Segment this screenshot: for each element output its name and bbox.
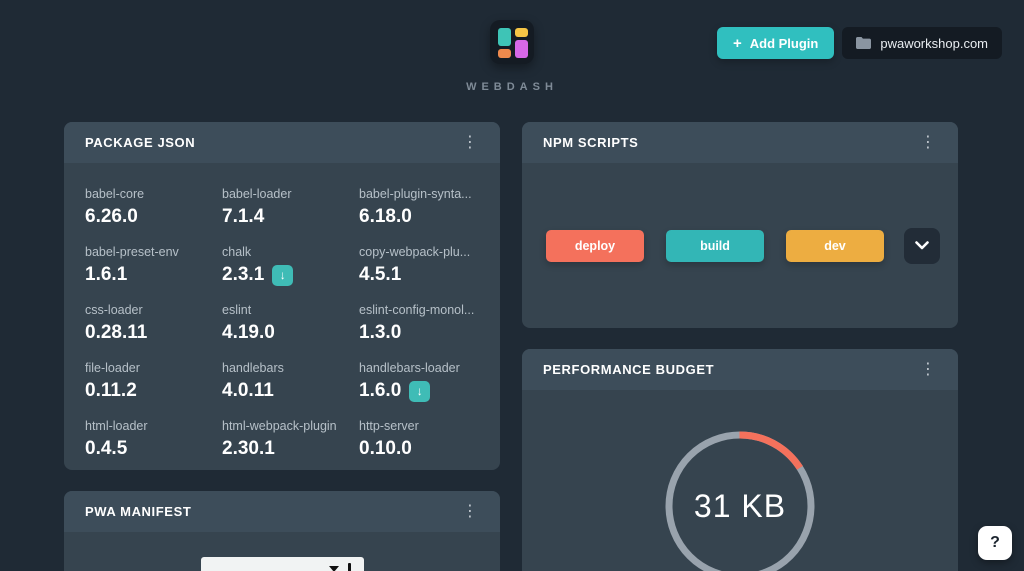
- package-version: 1.6.1: [85, 264, 128, 285]
- npm-script-button[interactable]: deploy: [546, 229, 644, 262]
- kebab-menu-icon[interactable]: ⋮: [462, 133, 478, 151]
- package-name: handlebars-loader: [359, 361, 460, 375]
- npm-scripts-header: NPM SCRIPTS ⋮: [522, 122, 958, 163]
- package-name: html-webpack-plugin: [222, 419, 337, 433]
- manifest-select-input[interactable]: [200, 557, 364, 571]
- performance-budget-card: PERFORMANCE BUDGET ⋮ 31 KB: [522, 349, 958, 571]
- site-domain-label: pwaworkshop.com: [880, 35, 988, 51]
- package-version: 6.26.0: [85, 206, 138, 227]
- gauge-arc: [665, 431, 815, 571]
- update-available-badge[interactable]: ↓: [409, 380, 431, 402]
- help-button[interactable]: ?: [978, 526, 1012, 560]
- package-version: 4.5.1: [359, 264, 402, 285]
- package-name: http-server: [359, 419, 419, 433]
- package-item: chalk 2.3.1 ↓: [222, 245, 349, 286]
- npm-scripts-card: NPM SCRIPTS ⋮ deploy build dev: [522, 122, 958, 328]
- budget-gauge: 31 KB: [660, 426, 820, 571]
- package-name: chalk: [222, 245, 252, 259]
- package-name: babel-plugin-synta...: [359, 187, 472, 201]
- package-item: babel-loader 7.1.4: [222, 187, 349, 228]
- budget-value: 31 KB: [693, 487, 787, 524]
- update-available-badge[interactable]: ↓: [272, 264, 294, 286]
- add-plugin-button[interactable]: + Add Plugin: [716, 27, 835, 59]
- package-item: babel-preset-env 1.6.1: [85, 245, 212, 286]
- package-version: 0.4.5: [85, 438, 128, 459]
- package-version: 4.19.0: [222, 322, 275, 343]
- package-name: babel-core: [85, 187, 145, 201]
- package-version: 1.6.0: [359, 380, 402, 401]
- plus-icon: +: [732, 34, 742, 52]
- card-title: NPM SCRIPTS: [543, 135, 639, 150]
- right-column: NPM SCRIPTS ⋮ deploy build dev PERFORMAN…: [522, 122, 958, 571]
- package-version: 0.10.0: [359, 438, 412, 459]
- header-actions: + Add Plugin pwaworkshop.com: [716, 27, 1002, 59]
- pwa-manifest-header: PWA MANIFEST ⋮: [64, 491, 500, 532]
- package-version: 4.0.11: [222, 380, 274, 401]
- add-plugin-label: Add Plugin: [749, 35, 819, 51]
- package-name: file-loader: [85, 361, 140, 375]
- package-item: eslint 4.19.0: [222, 303, 349, 344]
- kebab-menu-icon[interactable]: ⋮: [920, 360, 936, 378]
- package-name: css-loader: [85, 303, 143, 317]
- package-name: babel-loader: [222, 187, 292, 201]
- package-item: http-server 0.10.0: [359, 419, 486, 460]
- app-header: WEBDASH: [0, 20, 1024, 93]
- pwa-manifest-body: [64, 532, 500, 571]
- package-item: babel-core 6.26.0: [85, 187, 212, 228]
- folder-icon: [856, 37, 872, 49]
- package-item: html-loader 0.4.5: [85, 419, 212, 460]
- package-item: babel-plugin-synta... 6.18.0: [359, 187, 486, 228]
- package-item: file-loader 0.11.2: [85, 361, 212, 402]
- package-item: css-loader 0.28.11: [85, 303, 212, 344]
- pwa-manifest-card: PWA MANIFEST ⋮: [64, 491, 500, 571]
- site-domain-button[interactable]: pwaworkshop.com: [842, 27, 1002, 59]
- package-version: 7.1.4: [222, 206, 265, 227]
- npm-script-button[interactable]: build: [666, 229, 764, 262]
- package-item: eslint-config-monol... 1.3.0: [359, 303, 486, 344]
- chevron-down-icon: [915, 238, 929, 253]
- kebab-menu-icon[interactable]: ⋮: [920, 133, 936, 151]
- logo-teal-block: [498, 28, 511, 46]
- npm-script-button[interactable]: dev: [786, 229, 884, 262]
- package-name: handlebars: [222, 361, 284, 375]
- package-grid: babel-core 6.26.0 babel-loader 7.1.4 bab…: [64, 163, 500, 470]
- npm-scripts-body: deploy build dev: [522, 163, 958, 328]
- package-name: babel-preset-env: [85, 245, 179, 259]
- package-version: 2.30.1: [222, 438, 275, 459]
- package-item: handlebars 4.0.11: [222, 361, 349, 402]
- package-version: 6.18.0: [359, 206, 412, 227]
- logo-magenta-block: [515, 40, 528, 58]
- text-cursor: [348, 563, 351, 571]
- left-column: PACKAGE JSON ⋮ babel-core 6.26.0 babel-l…: [64, 122, 500, 571]
- package-name: eslint: [222, 303, 252, 317]
- card-title: PWA MANIFEST: [85, 504, 192, 519]
- package-name: html-loader: [85, 419, 148, 433]
- package-json-header: PACKAGE JSON ⋮: [64, 122, 500, 163]
- logo-yellow-block: [515, 28, 528, 37]
- package-name: copy-webpack-plu...: [359, 245, 471, 259]
- card-title: PERFORMANCE BUDGET: [543, 362, 715, 377]
- package-item: handlebars-loader 1.6.0 ↓: [359, 361, 486, 402]
- dropdown-arrow-icon: [329, 566, 339, 571]
- package-name: eslint-config-monol...: [359, 303, 475, 317]
- logo-orange-block: [498, 49, 511, 58]
- package-version: 0.28.11: [85, 322, 148, 343]
- package-json-card: PACKAGE JSON ⋮ babel-core 6.26.0 babel-l…: [64, 122, 500, 470]
- webdash-logo-icon: [490, 20, 534, 64]
- card-title: PACKAGE JSON: [85, 135, 196, 150]
- performance-budget-header: PERFORMANCE BUDGET ⋮: [522, 349, 958, 390]
- performance-budget-body: 31 KB: [522, 390, 958, 571]
- app-title: WEBDASH: [466, 81, 558, 93]
- kebab-menu-icon[interactable]: ⋮: [462, 502, 478, 520]
- package-version: 1.3.0: [359, 322, 402, 343]
- package-version: 2.3.1: [222, 264, 265, 285]
- package-version: 0.11.2: [85, 380, 137, 401]
- more-scripts-button[interactable]: [904, 227, 940, 264]
- package-item: copy-webpack-plu... 4.5.1: [359, 245, 486, 286]
- package-item: html-webpack-plugin 2.30.1: [222, 419, 349, 460]
